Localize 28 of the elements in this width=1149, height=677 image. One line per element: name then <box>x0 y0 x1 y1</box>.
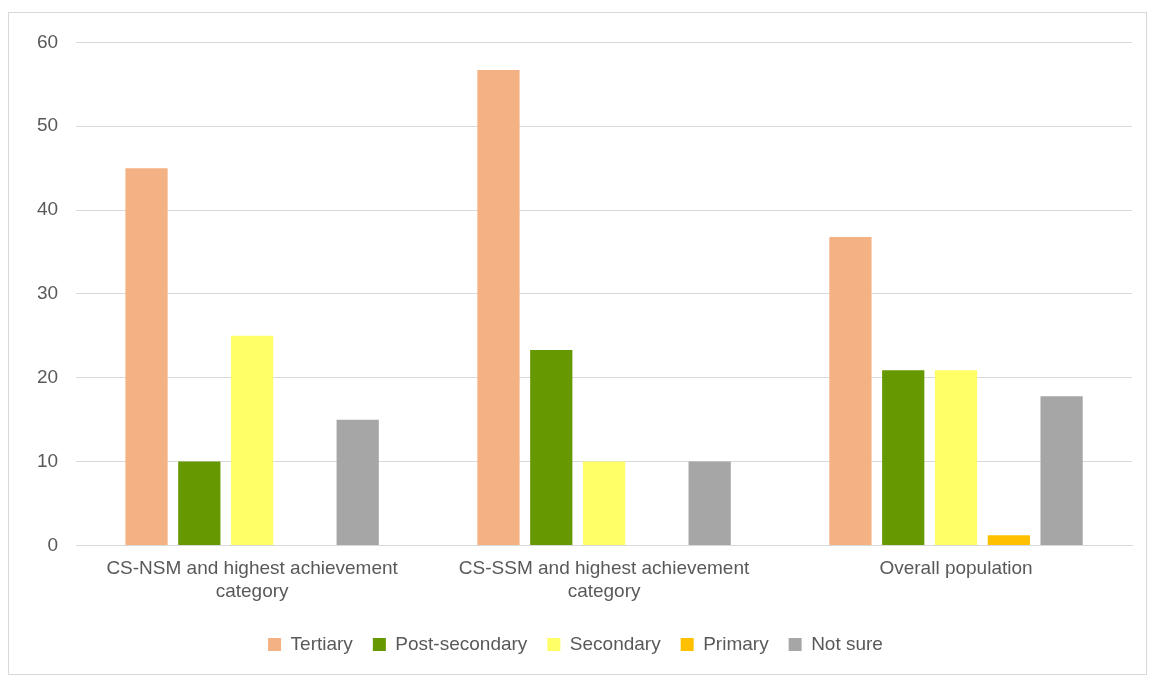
bar <box>125 168 168 545</box>
x-tick-label: CS-NSM and highest achievement category <box>106 557 399 601</box>
bar <box>987 535 1030 545</box>
y-tick-label: 10 <box>36 449 59 471</box>
y-tick-label: 30 <box>36 282 59 304</box>
bar <box>230 335 274 545</box>
x-tick-label: CS-SSM and highest achievement category <box>458 557 750 601</box>
y-tick-label: 50 <box>36 114 59 136</box>
legend-label: Primary <box>703 632 770 654</box>
bar <box>477 70 520 545</box>
y-tick-label: 60 <box>36 30 59 52</box>
x-tick-label: Overall population <box>879 557 1033 579</box>
y-tick-label: 20 <box>36 365 59 387</box>
bar <box>582 461 626 545</box>
bar <box>1040 396 1083 545</box>
bar <box>934 370 978 545</box>
bar <box>829 236 872 545</box>
legend-label: Secondary <box>569 632 662 654</box>
y-tick-label: 0 <box>47 533 59 555</box>
bar <box>688 461 731 545</box>
legend-label: Post-secondary <box>395 632 528 654</box>
legend-label: Tertiary <box>290 632 354 654</box>
bar <box>530 350 573 545</box>
bar <box>882 370 925 545</box>
legend-label: Not sure <box>811 632 883 654</box>
bar <box>178 461 221 545</box>
y-tick-label: 40 <box>36 198 59 220</box>
bar <box>336 419 379 545</box>
